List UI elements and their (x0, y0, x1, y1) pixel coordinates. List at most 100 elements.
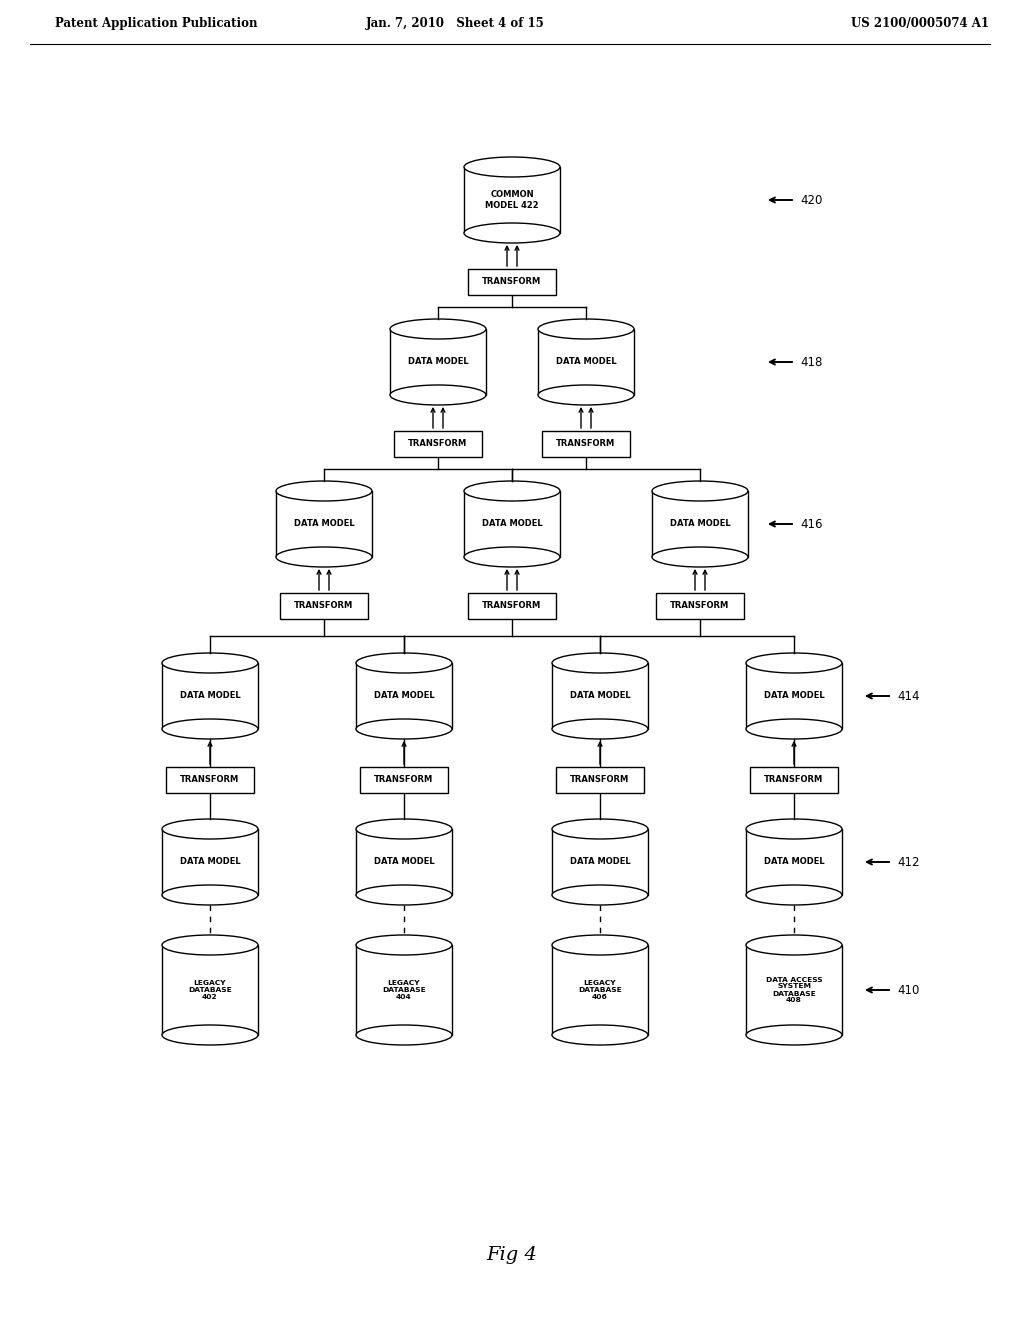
Text: COMMON
MODEL 422: COMMON MODEL 422 (485, 190, 539, 210)
Ellipse shape (652, 480, 748, 502)
Ellipse shape (552, 818, 648, 840)
Text: DATA ACCESS
SYSTEM
DATABASE
408: DATA ACCESS SYSTEM DATABASE 408 (766, 977, 822, 1003)
Polygon shape (746, 829, 842, 895)
Ellipse shape (746, 884, 842, 906)
FancyBboxPatch shape (656, 593, 744, 619)
Text: TRANSFORM: TRANSFORM (375, 776, 433, 784)
Text: TRANSFORM: TRANSFORM (482, 277, 542, 286)
Ellipse shape (552, 719, 648, 739)
Text: TRANSFORM: TRANSFORM (764, 776, 823, 784)
Text: TRANSFORM: TRANSFORM (409, 440, 468, 449)
Ellipse shape (538, 385, 634, 405)
Text: DATA MODEL: DATA MODEL (481, 520, 543, 528)
Text: Fig 4: Fig 4 (486, 1246, 538, 1265)
FancyBboxPatch shape (394, 432, 482, 457)
Text: LEGACY
DATABASE
404: LEGACY DATABASE 404 (382, 979, 426, 1001)
Ellipse shape (746, 935, 842, 954)
Polygon shape (552, 829, 648, 895)
Ellipse shape (746, 653, 842, 673)
Text: DATA MODEL: DATA MODEL (408, 358, 468, 367)
FancyBboxPatch shape (542, 432, 630, 457)
Polygon shape (276, 491, 372, 557)
Text: DATA MODEL: DATA MODEL (764, 692, 824, 701)
FancyBboxPatch shape (468, 593, 556, 619)
Polygon shape (552, 663, 648, 729)
Polygon shape (746, 663, 842, 729)
Text: DATA MODEL: DATA MODEL (179, 692, 241, 701)
Ellipse shape (162, 1026, 258, 1045)
Text: LEGACY
DATABASE
402: LEGACY DATABASE 402 (188, 979, 231, 1001)
FancyBboxPatch shape (280, 593, 368, 619)
FancyBboxPatch shape (360, 767, 449, 793)
Ellipse shape (276, 546, 372, 568)
Polygon shape (356, 663, 452, 729)
Text: 412: 412 (897, 855, 920, 869)
Polygon shape (652, 491, 748, 557)
Text: 410: 410 (897, 983, 920, 997)
Text: US 2100/0005074 A1: US 2100/0005074 A1 (851, 17, 989, 30)
Ellipse shape (356, 1026, 452, 1045)
Text: DATA MODEL: DATA MODEL (179, 858, 241, 866)
FancyBboxPatch shape (468, 269, 556, 294)
Ellipse shape (552, 1026, 648, 1045)
Ellipse shape (162, 653, 258, 673)
Ellipse shape (162, 935, 258, 954)
Ellipse shape (356, 884, 452, 906)
Ellipse shape (746, 1026, 842, 1045)
Text: TRANSFORM: TRANSFORM (556, 440, 615, 449)
Text: 414: 414 (897, 689, 920, 702)
Ellipse shape (356, 653, 452, 673)
Text: Jan. 7, 2010   Sheet 4 of 15: Jan. 7, 2010 Sheet 4 of 15 (366, 17, 545, 30)
Polygon shape (356, 829, 452, 895)
Text: DATA MODEL: DATA MODEL (374, 692, 434, 701)
Text: 416: 416 (800, 517, 822, 531)
Text: TRANSFORM: TRANSFORM (671, 602, 730, 610)
Ellipse shape (552, 884, 648, 906)
Text: DATA MODEL: DATA MODEL (764, 858, 824, 866)
Text: DATA MODEL: DATA MODEL (569, 692, 631, 701)
Text: TRANSFORM: TRANSFORM (482, 602, 542, 610)
FancyBboxPatch shape (556, 767, 644, 793)
Polygon shape (746, 945, 842, 1035)
Ellipse shape (552, 935, 648, 954)
Ellipse shape (390, 319, 486, 339)
Ellipse shape (538, 319, 634, 339)
Text: DATA MODEL: DATA MODEL (569, 858, 631, 866)
Polygon shape (464, 168, 560, 234)
Ellipse shape (746, 719, 842, 739)
Ellipse shape (464, 223, 560, 243)
Polygon shape (464, 491, 560, 557)
Ellipse shape (464, 480, 560, 502)
Text: DATA MODEL: DATA MODEL (670, 520, 730, 528)
Polygon shape (162, 663, 258, 729)
Text: LEGACY
DATABASE
406: LEGACY DATABASE 406 (579, 979, 622, 1001)
Text: TRANSFORM: TRANSFORM (294, 602, 353, 610)
Text: DATA MODEL: DATA MODEL (374, 858, 434, 866)
Polygon shape (552, 945, 648, 1035)
Polygon shape (390, 329, 486, 395)
Polygon shape (356, 945, 452, 1035)
Ellipse shape (162, 818, 258, 840)
Ellipse shape (390, 385, 486, 405)
Polygon shape (162, 829, 258, 895)
Ellipse shape (356, 818, 452, 840)
Ellipse shape (552, 653, 648, 673)
Text: TRANSFORM: TRANSFORM (570, 776, 630, 784)
Ellipse shape (464, 546, 560, 568)
Text: 418: 418 (800, 355, 822, 368)
Ellipse shape (276, 480, 372, 502)
FancyBboxPatch shape (750, 767, 838, 793)
Text: DATA MODEL: DATA MODEL (556, 358, 616, 367)
Text: 420: 420 (800, 194, 822, 206)
Ellipse shape (162, 719, 258, 739)
Polygon shape (538, 329, 634, 395)
Polygon shape (162, 945, 258, 1035)
Text: DATA MODEL: DATA MODEL (294, 520, 354, 528)
Ellipse shape (464, 157, 560, 177)
Text: TRANSFORM: TRANSFORM (180, 776, 240, 784)
Text: Patent Application Publication: Patent Application Publication (55, 17, 257, 30)
Ellipse shape (356, 719, 452, 739)
Ellipse shape (746, 818, 842, 840)
Ellipse shape (652, 546, 748, 568)
FancyBboxPatch shape (166, 767, 254, 793)
